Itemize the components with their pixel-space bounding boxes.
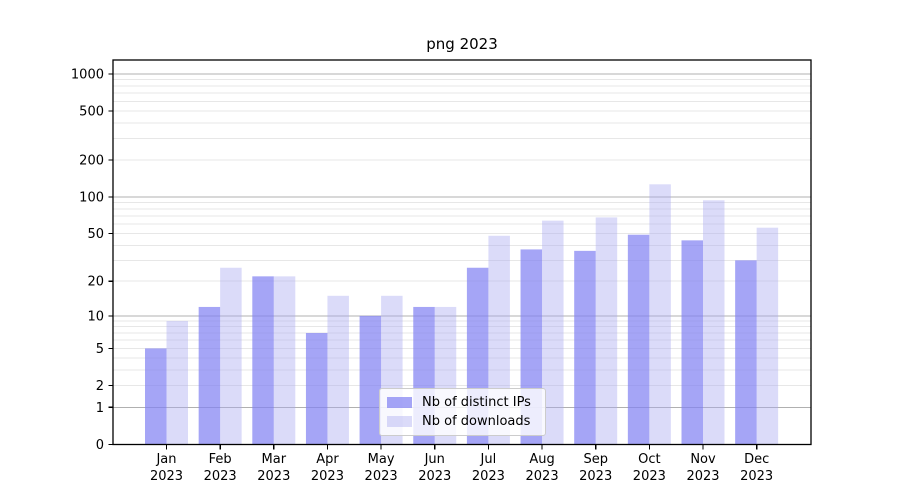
bar-distinct-ips	[681, 240, 703, 445]
x-tick-label: Mar 2023	[257, 452, 290, 484]
bar-downloads	[273, 276, 296, 445]
chart-title: png 2023	[426, 35, 498, 53]
y-tick-label: 200	[79, 154, 104, 169]
bar-distinct-ips	[145, 348, 167, 445]
y-tick-label: 2	[96, 379, 104, 394]
bar-downloads	[542, 220, 564, 445]
x-tick-label: Aug 2023	[526, 452, 559, 484]
bar-downloads	[166, 321, 188, 445]
y-tick-label: 0	[96, 438, 104, 453]
y-tick-label: 20	[87, 275, 104, 290]
bar-distinct-ips	[305, 332, 328, 445]
legend-swatch-distinct-ips	[387, 397, 412, 408]
x-tick-label: Feb 2023	[204, 452, 237, 484]
y-tick-label: 100	[79, 191, 104, 206]
legend-item-distinct-ips: Nb of distinct IPs	[387, 395, 541, 410]
bar-distinct-ips	[198, 306, 221, 445]
x-tick-label: Jul 2023	[472, 452, 505, 484]
bar-distinct-ips	[252, 276, 274, 445]
legend-label-downloads: Nb of downloads	[422, 414, 531, 429]
legend-item-downloads: Nb of downloads	[387, 414, 541, 429]
bar-downloads	[327, 295, 349, 445]
bar-downloads	[756, 227, 779, 445]
x-tick-label: Jun 2023	[418, 452, 451, 484]
bar-distinct-ips	[627, 234, 650, 445]
x-tick-label: Apr 2023	[311, 452, 344, 484]
y-tick-label: 500	[79, 105, 104, 120]
bar-downloads	[220, 267, 242, 445]
legend-swatch-downloads	[387, 416, 412, 427]
x-tick-label: Oct 2023	[633, 452, 666, 484]
x-tick-label: Sep 2023	[579, 452, 612, 484]
bar-distinct-ips	[735, 260, 757, 445]
x-tick-label: Nov 2023	[686, 452, 719, 484]
y-tick-label: 10	[87, 309, 104, 324]
bar-downloads	[595, 217, 618, 445]
y-tick-label: 5	[96, 342, 104, 357]
bar-downloads	[649, 184, 671, 445]
x-tick-label: Jan 2023	[150, 452, 183, 484]
legend-label-distinct-ips: Nb of distinct IPs	[422, 395, 531, 410]
y-tick-label: 50	[87, 227, 104, 242]
bar-downloads	[703, 200, 725, 445]
y-tick-label: 1	[96, 401, 104, 416]
legend: Nb of distinct IPs Nb of downloads	[379, 388, 546, 436]
x-tick-label: Dec 2023	[740, 452, 773, 484]
x-tick-label: May 2023	[365, 452, 398, 484]
bar-distinct-ips	[574, 250, 596, 445]
bar-distinct-ips	[359, 315, 382, 445]
y-tick-label: 1000	[71, 68, 104, 83]
axes-spines	[112, 59, 812, 446]
